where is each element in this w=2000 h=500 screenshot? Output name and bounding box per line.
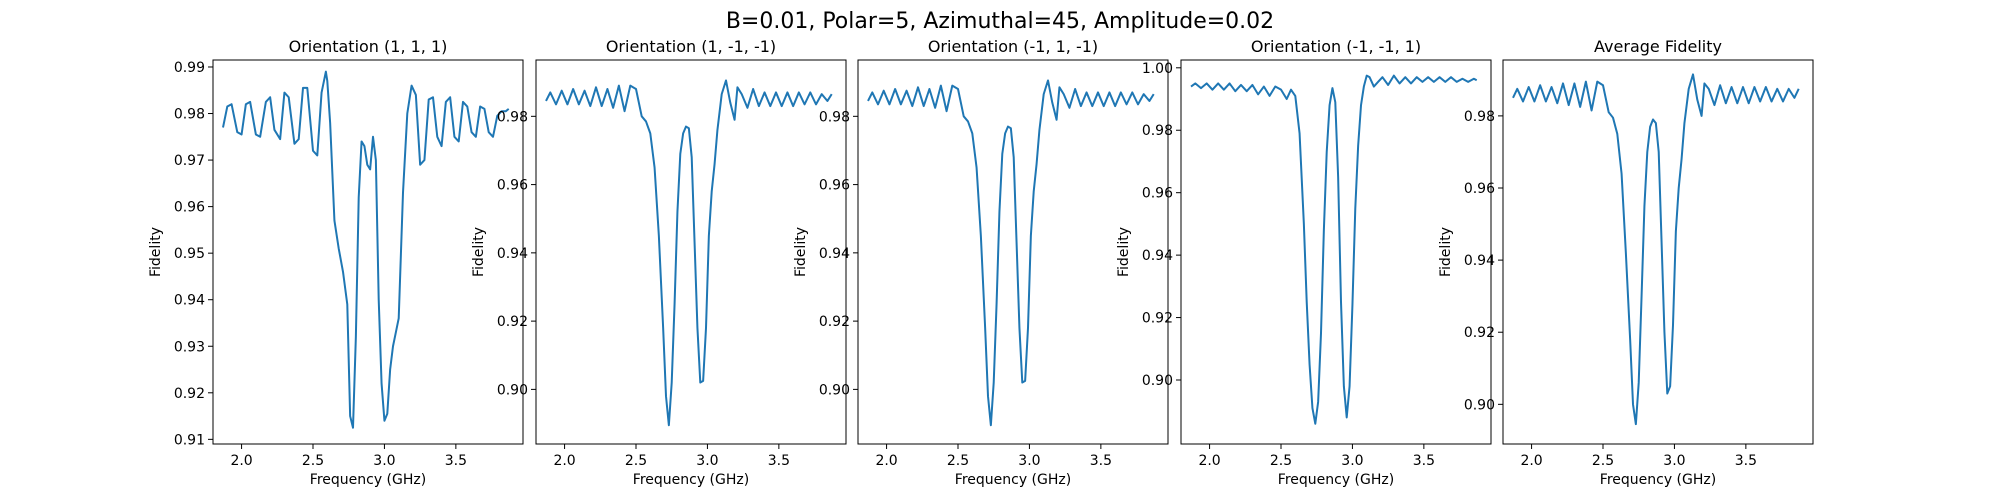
axes-frame xyxy=(1180,59,1492,445)
y-tick-label: 0.94 xyxy=(1142,248,1173,264)
y-tick-label: 0.92 xyxy=(1464,325,1495,341)
x-tick-label: 3.0 xyxy=(1663,453,1685,469)
series-line xyxy=(1190,74,1478,425)
subplot-4: Orientation (-1, -1, 1) 2.0 2.5 3.0 3.5 0.90 0… xyxy=(1116,37,1492,488)
y-tick-label: 0.96 xyxy=(1142,186,1173,202)
x-tick-label: 3.0 xyxy=(1341,453,1363,469)
y-axis-label: Fidelity xyxy=(148,227,164,277)
x-axis-label: Frequency (GHz) xyxy=(955,472,1071,488)
axes-frame xyxy=(535,59,847,445)
y-tick-label: 0.90 xyxy=(1142,373,1173,389)
y-tick-label: 0.97 xyxy=(174,153,205,169)
x-axis-label: Frequency (GHz) xyxy=(1600,472,1716,488)
y-tick-label: 0.92 xyxy=(1142,311,1173,327)
x-tick-label: 3.5 xyxy=(1735,453,1757,469)
x-tick-label: 2.5 xyxy=(947,453,969,469)
y-tick-label: 0.96 xyxy=(819,178,850,194)
y-tick-label: 0.98 xyxy=(497,109,528,125)
x-tick-label: 2.0 xyxy=(875,453,897,469)
x-tick-label: 2.0 xyxy=(553,453,575,469)
x-axis-label: Frequency (GHz) xyxy=(1278,472,1394,488)
x-tick-label: 3.5 xyxy=(768,453,790,469)
y-tick-label: 0.92 xyxy=(174,386,205,402)
y-tick-label: 0.96 xyxy=(174,200,205,216)
y-tick-label: 0.98 xyxy=(174,107,205,123)
x-axis-label: Frequency (GHz) xyxy=(633,472,749,488)
y-tick-label: 0.94 xyxy=(1464,253,1495,269)
y-tick-label: 0.92 xyxy=(819,314,850,330)
subplot-title: Orientation (-1, -1, 1) xyxy=(1251,37,1421,56)
y-tick-label: 0.94 xyxy=(497,246,528,262)
y-tick-label: 0.90 xyxy=(497,382,528,398)
subplot-1: Orientation (1, 1, 1) 2.0 2.5 3.0 3.5 0.91 0.9… xyxy=(148,37,524,488)
subplot-5: Average Fidelity 2.0 2.5 3.0 3.5 0.90 0.92 0.94… xyxy=(1438,37,1814,488)
y-axis-label: Fidelity xyxy=(793,227,809,277)
x-tick-label: 2.0 xyxy=(1198,453,1220,469)
subplot-title: Orientation (-1, 1, -1) xyxy=(928,37,1098,56)
y-tick-label: 0.98 xyxy=(1142,123,1173,139)
subplot-title: Orientation (1, -1, -1) xyxy=(606,37,776,56)
y-tick-label: 0.91 xyxy=(174,432,205,448)
x-tick-label: 3.5 xyxy=(1090,453,1112,469)
axes-frame xyxy=(1502,59,1814,445)
y-axis-label: Fidelity xyxy=(471,227,487,277)
axes-frame xyxy=(212,59,524,445)
x-tick-label: 2.5 xyxy=(1270,453,1292,469)
subplots-container: Orientation (1, 1, 1) 2.0 2.5 3.0 3.5 0.91 0.9… xyxy=(148,37,1814,488)
x-axis-label: Frequency (GHz) xyxy=(310,472,426,488)
figure-suptitle: B=0.01, Polar=5, Azimuthal=45, Amplitude… xyxy=(726,9,1274,34)
x-tick-label: 3.0 xyxy=(373,453,395,469)
y-tick-label: 0.95 xyxy=(174,246,205,262)
x-tick-label: 2.0 xyxy=(230,453,252,469)
y-tick-label: 0.98 xyxy=(1464,109,1495,125)
y-tick-label: 0.94 xyxy=(819,246,850,262)
series-line xyxy=(867,79,1155,427)
subplot-2: Orientation (1, -1, -1) 2.0 2.5 3.0 3.5 0.90 0… xyxy=(471,37,847,488)
y-tick-label: 0.96 xyxy=(497,178,528,194)
x-tick-label: 2.5 xyxy=(302,453,324,469)
y-axis-label: Fidelity xyxy=(1438,227,1454,277)
x-tick-label: 3.0 xyxy=(1018,453,1040,469)
x-tick-label: 2.5 xyxy=(625,453,647,469)
y-tick-label: 0.94 xyxy=(174,293,205,309)
y-tick-label: 0.90 xyxy=(819,382,850,398)
y-tick-label: 0.92 xyxy=(497,314,528,330)
subplot-3: Orientation (-1, 1, -1) 2.0 2.5 3.0 3.5 0.90 0… xyxy=(793,37,1169,488)
x-tick-label: 3.5 xyxy=(445,453,467,469)
y-tick-label: 0.93 xyxy=(174,339,205,355)
x-tick-label: 3.5 xyxy=(1413,453,1435,469)
series-line xyxy=(1512,73,1800,426)
series-line xyxy=(545,79,833,427)
y-tick-label: 0.90 xyxy=(1464,397,1495,413)
axes-frame xyxy=(857,59,1169,445)
x-tick-label: 2.0 xyxy=(1520,453,1542,469)
y-tick-label: 0.96 xyxy=(1464,181,1495,197)
series-line xyxy=(222,70,510,429)
y-tick-label: 0.98 xyxy=(819,109,850,125)
y-tick-label: 0.99 xyxy=(174,60,205,76)
subplot-title: Orientation (1, 1, 1) xyxy=(289,37,448,56)
subplot-title: Average Fidelity xyxy=(1594,37,1722,56)
x-tick-label: 3.0 xyxy=(696,453,718,469)
y-axis-label: Fidelity xyxy=(1116,227,1132,277)
y-tick-label: 1.00 xyxy=(1142,61,1173,77)
x-tick-label: 2.5 xyxy=(1592,453,1614,469)
